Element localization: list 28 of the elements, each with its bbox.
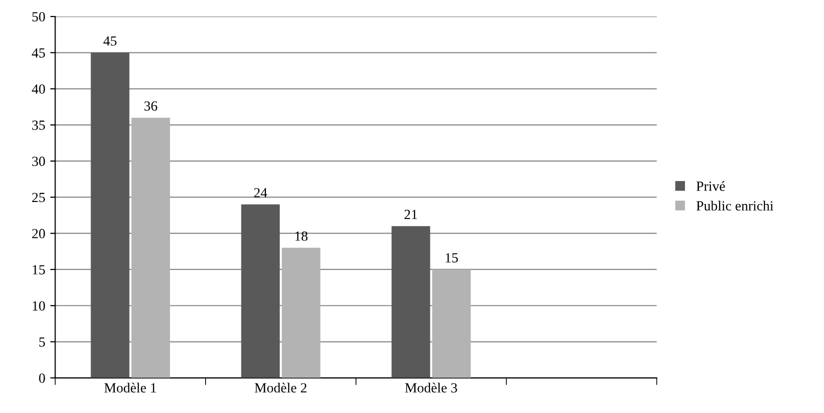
y-tick-label: 45 [32,48,45,58]
y-tick-label: 20 [32,228,45,238]
y-tick-label: 5 [39,337,45,347]
bar [241,204,280,378]
data-label: 15 [446,253,458,262]
y-tick-label: 0 [39,373,45,383]
data-label: 21 [404,210,417,219]
y-tick-label: 30 [32,156,45,166]
data-label: 18 [295,231,308,241]
y-tick-label: 25 [32,192,45,202]
bar [90,52,130,378]
x-tick-label: Modèle 2 [254,382,306,393]
bar [131,118,170,378]
legend-label: Public enrichi [696,200,774,211]
data-label: 45 [103,36,116,46]
y-tick-label: 10 [32,301,45,311]
x-tick-label: Modèle 1 [104,382,156,393]
data-label: 36 [144,101,158,111]
y-tick-label: 15 [32,265,45,274]
legend-label: Privé [696,181,725,191]
y-tick-label: 35 [32,120,45,130]
data-label: 24 [254,188,268,198]
bar [282,248,320,378]
y-tick-label: 50 [32,12,45,22]
bar [392,226,430,378]
x-tick-label: Modèle 3 [405,382,458,393]
bar [432,269,471,378]
y-tick-label: 40 [32,84,45,94]
